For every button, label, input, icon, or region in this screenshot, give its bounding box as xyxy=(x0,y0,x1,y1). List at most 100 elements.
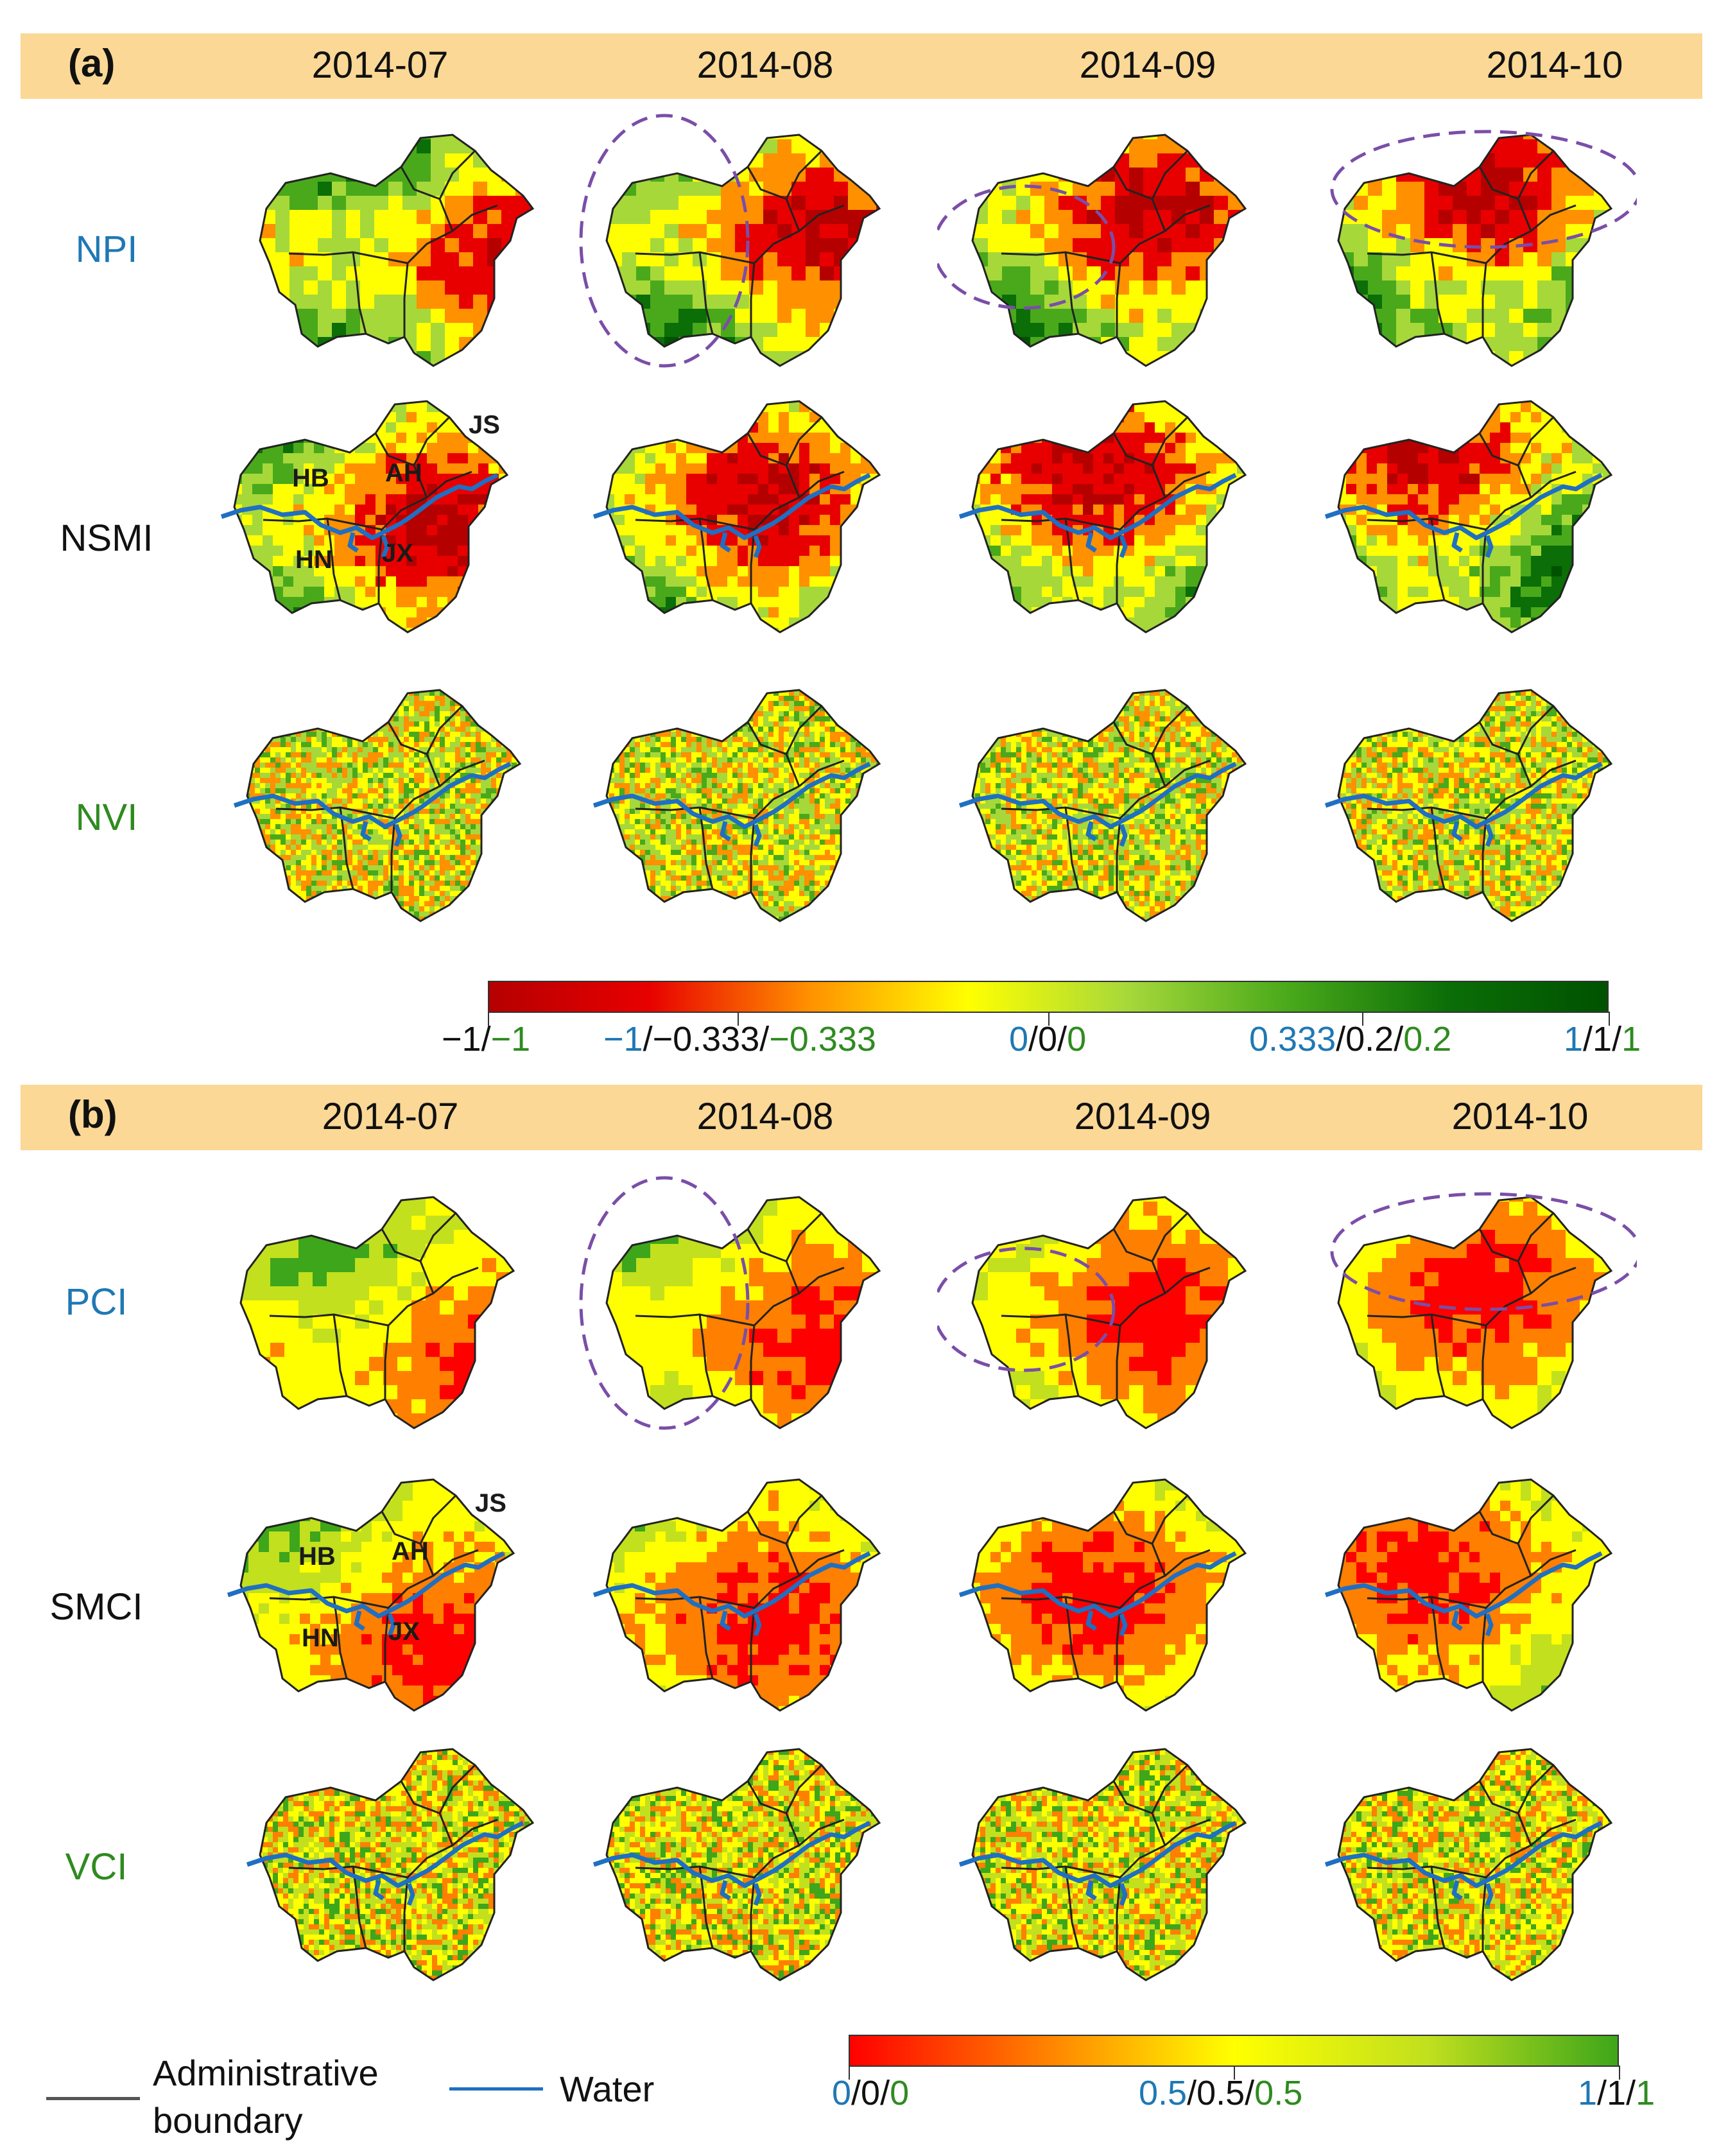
map-cell xyxy=(487,238,502,253)
map-cell xyxy=(406,412,417,423)
map-cell xyxy=(1387,566,1398,577)
map-cell xyxy=(386,535,397,546)
map-cell xyxy=(1537,135,1552,140)
map-cell xyxy=(678,224,693,239)
map-cell xyxy=(635,546,646,556)
map-cell xyxy=(388,323,403,338)
map-cell xyxy=(346,196,361,211)
map-cell xyxy=(608,295,623,309)
map-cell xyxy=(1237,566,1245,577)
map-cell xyxy=(1103,401,1114,402)
map-cell xyxy=(1531,607,1542,618)
map-cell xyxy=(676,607,687,618)
map-cell xyxy=(1175,638,1186,639)
map-cell xyxy=(296,691,302,696)
map-cell xyxy=(468,505,479,515)
map-cell xyxy=(972,337,974,352)
map-cell xyxy=(1021,412,1032,423)
map-cell xyxy=(738,617,748,628)
map-cell xyxy=(1155,607,1166,618)
map-cell xyxy=(1593,422,1603,433)
map-cell xyxy=(1424,295,1439,309)
map-cell xyxy=(635,525,646,536)
map-cell xyxy=(777,266,792,281)
map-cell xyxy=(293,576,304,587)
map-cell xyxy=(1354,224,1369,239)
map-cell xyxy=(1143,153,1158,168)
map-cell xyxy=(460,691,466,696)
map-cell xyxy=(501,266,516,281)
map-cell xyxy=(806,238,820,253)
map-cell xyxy=(1566,153,1580,168)
map-cell xyxy=(1011,433,1022,444)
map-cell xyxy=(314,566,325,577)
map-cell xyxy=(1397,628,1408,632)
map-cell xyxy=(871,597,879,608)
map-cell xyxy=(1572,505,1583,515)
map-cell xyxy=(399,711,404,717)
map-cell xyxy=(1186,422,1197,433)
map-cell xyxy=(1103,587,1114,598)
map-cell xyxy=(1495,210,1510,225)
map-cell xyxy=(768,607,779,618)
map-cell xyxy=(650,135,665,140)
map-cell xyxy=(270,690,276,691)
map-cell xyxy=(1165,546,1176,556)
map-cell xyxy=(368,696,374,702)
map-cell xyxy=(419,696,425,702)
map-cell xyxy=(396,443,407,454)
map-cell xyxy=(1469,587,1480,598)
map-cell xyxy=(607,443,615,454)
map-cell xyxy=(1367,402,1378,413)
panel-a-date-2: 2014-08 xyxy=(637,44,894,87)
map-cell xyxy=(748,463,759,474)
map-cell xyxy=(1186,587,1197,598)
map-cell xyxy=(851,525,861,536)
map-cell xyxy=(1062,453,1073,464)
map-cell xyxy=(291,680,297,686)
map-cell xyxy=(1087,196,1102,211)
map-cell xyxy=(260,252,262,267)
map-cell xyxy=(512,711,517,717)
map-cell xyxy=(1042,453,1053,464)
map-cell xyxy=(509,494,520,505)
map-cell xyxy=(1114,576,1125,587)
map-cell xyxy=(1101,280,1116,295)
map-cell xyxy=(396,638,407,639)
map-cell xyxy=(311,696,317,702)
map-cell xyxy=(990,412,1001,423)
map-cell xyxy=(686,401,697,402)
map-cell xyxy=(1216,515,1227,526)
map-cell xyxy=(990,607,1001,618)
map-cell xyxy=(972,401,981,402)
map-cell xyxy=(406,566,417,577)
map-cell xyxy=(1032,494,1042,505)
map-cell xyxy=(1338,412,1347,423)
map-cell xyxy=(1021,401,1032,402)
map-cell xyxy=(676,617,687,628)
map-cell xyxy=(791,309,806,323)
map-cell xyxy=(293,484,304,495)
map-cell xyxy=(1101,153,1116,168)
map-cell xyxy=(270,706,276,712)
map-cell xyxy=(417,252,431,267)
map-cell xyxy=(473,153,488,168)
map-cell xyxy=(1228,323,1243,338)
map-cell xyxy=(830,443,841,454)
map-cell xyxy=(374,210,389,225)
map-cell xyxy=(1551,587,1562,598)
map-cell xyxy=(352,696,358,702)
map-cell xyxy=(1453,309,1467,323)
map-cell xyxy=(414,691,420,696)
map-cell xyxy=(851,401,861,402)
map-cell xyxy=(429,706,435,712)
map-cell xyxy=(373,706,379,712)
map-cell xyxy=(275,706,281,712)
map-cell xyxy=(332,139,347,154)
map-cell xyxy=(1459,617,1470,628)
map-cell xyxy=(1603,638,1614,639)
map-cell xyxy=(1171,280,1186,295)
map-cell xyxy=(1062,617,1073,628)
map-cell xyxy=(275,721,281,727)
map-cell xyxy=(334,566,345,577)
